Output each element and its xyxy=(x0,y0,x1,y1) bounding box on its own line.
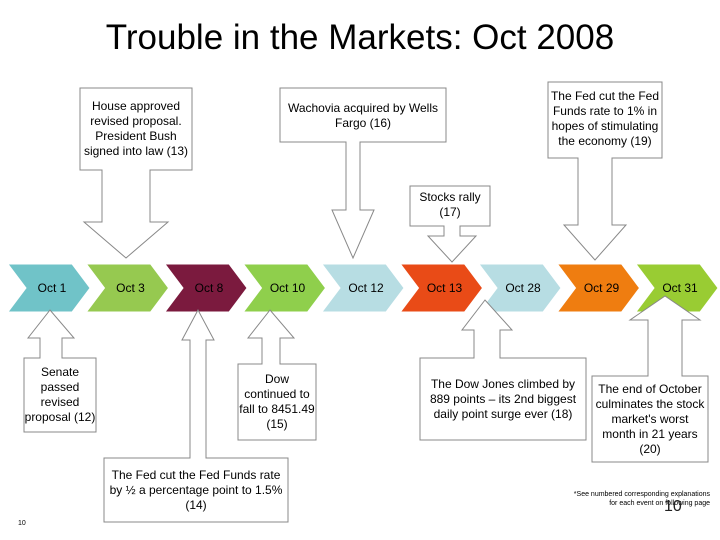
timeline-date-label: Oct 31 xyxy=(662,281,698,295)
event-house-text: House approved revised proposal. Preside… xyxy=(83,99,189,158)
page-number-large: 10 xyxy=(664,498,682,515)
footnote: *See numbered corresponding explanations… xyxy=(573,491,710,507)
callout-dow-climb xyxy=(419,299,587,441)
timeline-date-label: Oct 12 xyxy=(348,281,384,295)
event-wachovia-text: Wachovia acquired by Wells Fargo (16) xyxy=(287,101,439,130)
timeline-chevron-3 xyxy=(242,263,327,313)
timeline-date-label: Oct 3 xyxy=(116,281,145,295)
timeline-chevron-0 xyxy=(7,263,91,313)
callout-end-october xyxy=(591,295,709,463)
event-stocks-rally-text: Stocks rally (17) xyxy=(419,190,481,219)
callout-stocks-rally xyxy=(409,185,491,263)
event-end-october-text: The end of October culminates the stock … xyxy=(595,381,705,456)
timeline-chevron-2 xyxy=(164,263,248,313)
timeline-date-label: Oct 13 xyxy=(426,281,463,295)
event-dow-climb-text: The Dow Jones climbed by 889 points – it… xyxy=(429,376,577,421)
timeline-date-label: Oct 1 xyxy=(37,281,67,295)
timeline-chevron-8 xyxy=(635,263,719,313)
slide-title: Trouble in the Markets: Oct 2008 xyxy=(105,18,615,57)
event-fed-1pct-text: The Fed cut the Fed Funds rate to 1% in … xyxy=(550,89,660,148)
timeline-bar xyxy=(7,263,719,313)
callout-fed-half xyxy=(103,308,289,523)
callout-fed-1pct xyxy=(547,81,663,261)
callout-house xyxy=(79,87,193,259)
timeline-chevron-1 xyxy=(85,263,170,313)
timeline-date-label: Oct 8 xyxy=(194,281,224,295)
timeline-date-label: Oct 10 xyxy=(269,281,306,295)
callout-wachovia xyxy=(279,87,447,260)
timeline-chevron-4 xyxy=(321,263,405,313)
callout-senate xyxy=(23,309,97,433)
page-number-small: 10 xyxy=(18,520,26,527)
event-senate-text: Senate passed revised proposal (12) xyxy=(24,365,96,424)
timeline-chevron-6 xyxy=(478,263,562,313)
timeline-chevron-7 xyxy=(556,263,641,313)
event-fed-half-text: The Fed cut the Fed Funds rate by ½ a pe… xyxy=(109,467,283,512)
timeline-date-label: Oct 29 xyxy=(583,281,620,295)
event-dow-fall-text: Dow continued to fall to 8451.49 (15) xyxy=(239,372,315,431)
timeline-chevron-5 xyxy=(399,263,484,313)
timeline-date-label: Oct 28 xyxy=(505,281,541,295)
callout-dow-fall xyxy=(237,309,317,441)
